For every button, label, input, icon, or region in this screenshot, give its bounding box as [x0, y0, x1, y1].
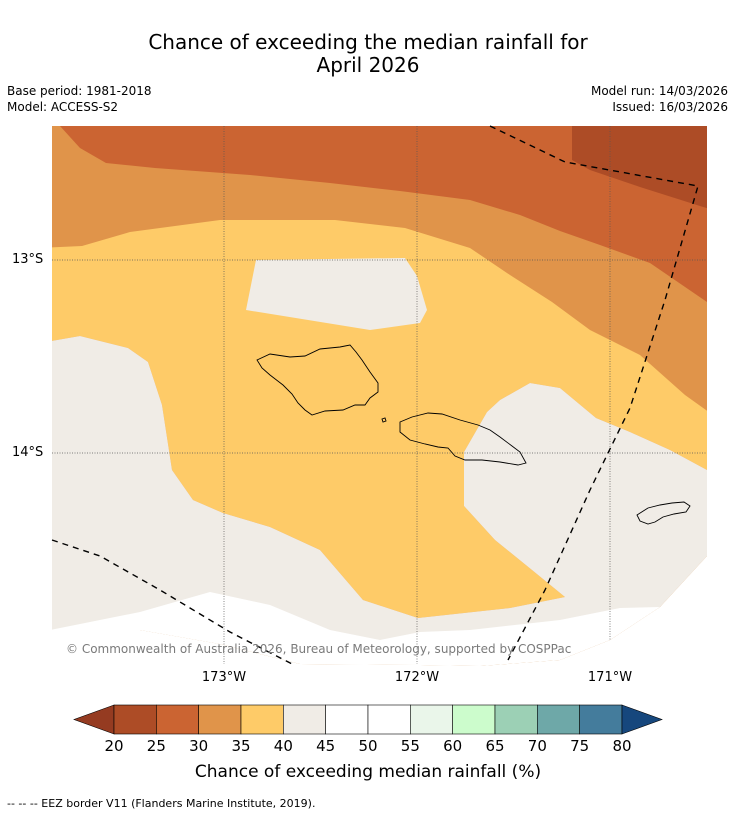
zone-20-25: [572, 126, 707, 212]
issued-text: Issued: 16/03/2026: [612, 100, 728, 114]
lat-label-13s: 13°S: [12, 252, 44, 267]
meta-right: Model run: 14/03/2026 Issued: 16/03/2026: [591, 83, 728, 115]
eez-footnote: -- -- -- EEZ border V11 (Flanders Marine…: [7, 797, 316, 810]
zone-25-30: [52, 126, 707, 305]
colorbar-bin-50-55: [367, 704, 411, 735]
gridlines: [52, 126, 707, 664]
colorbar-bin-25-30: [156, 704, 199, 735]
colorbar-bin-40-45: [283, 704, 326, 735]
colorbar-tick-label: 30: [189, 737, 209, 755]
savaii-island: [256, 344, 379, 416]
colorbar-tick-label: 20: [104, 737, 124, 755]
lon-label-172w: 172°W: [394, 670, 440, 685]
title-line-2: April 2026: [316, 53, 420, 77]
colorbar-bin-60-65: [452, 704, 496, 735]
eez-border: [51, 125, 699, 665]
colorbar-bin-45-50: [325, 704, 369, 735]
tutuila-island: [636, 501, 691, 525]
colorbar-bin-65-70: [494, 704, 538, 735]
colorbar-bin-20-25: [113, 704, 157, 735]
zone-40-45-upper: [246, 258, 427, 330]
meta-left: Base period: 1981-2018 Model: ACCESS-S2: [7, 83, 152, 115]
colorbar-bin-35-40: [240, 704, 284, 735]
copyright-notice: © Commonwealth of Australia 2026, Bureau…: [66, 642, 572, 656]
islands: [256, 344, 691, 525]
lon-label-171w: 171°W: [587, 670, 633, 685]
colorbar-title: Chance of exceeding median rainfall (%): [194, 762, 542, 782]
colorbar-bin-70-75: [537, 704, 580, 735]
colorbar-tick-label: 55: [400, 737, 420, 755]
colorbar-tick-label: 50: [358, 737, 378, 755]
colorbar-tick-label: 35: [231, 737, 251, 755]
colorbar-tick-label: 75: [570, 737, 590, 755]
colorbar-bin-55-60: [410, 704, 453, 735]
colorbar-bin-30-35: [198, 704, 242, 735]
colorbar-tick-label: 70: [527, 737, 547, 755]
title-line-1: Chance of exceeding the median rainfall …: [148, 30, 588, 54]
colorbar-under-arrow: [73, 704, 115, 735]
zone-bottom-white: [52, 592, 660, 666]
colorbar-tick-label: 65: [485, 737, 505, 755]
model-text: Model: ACCESS-S2: [7, 100, 119, 114]
model-run-text: Model run: 14/03/2026: [590, 84, 728, 98]
colorbar-bin-75-80: [579, 704, 623, 735]
zone-35-40-fill: [52, 220, 707, 618]
lon-label-173w: 173°W: [201, 670, 247, 685]
colorbar-over-arrow: [621, 704, 663, 735]
colorbar-tick-label: 45: [316, 737, 336, 755]
map-title: Chance of exceeding the median rainfall …: [0, 31, 736, 77]
colorbar-tick-label: 80: [612, 737, 632, 755]
base-period-text: Base period: 1981-2018: [7, 84, 152, 98]
manono-island: [381, 417, 387, 423]
colorbar-tick-label: 25: [146, 737, 166, 755]
lat-label-14s: 14°S: [12, 445, 44, 460]
colorbar-tick-label: 60: [443, 737, 463, 755]
colorbar-tick-label: 40: [273, 737, 293, 755]
upolu-island: [399, 412, 527, 466]
